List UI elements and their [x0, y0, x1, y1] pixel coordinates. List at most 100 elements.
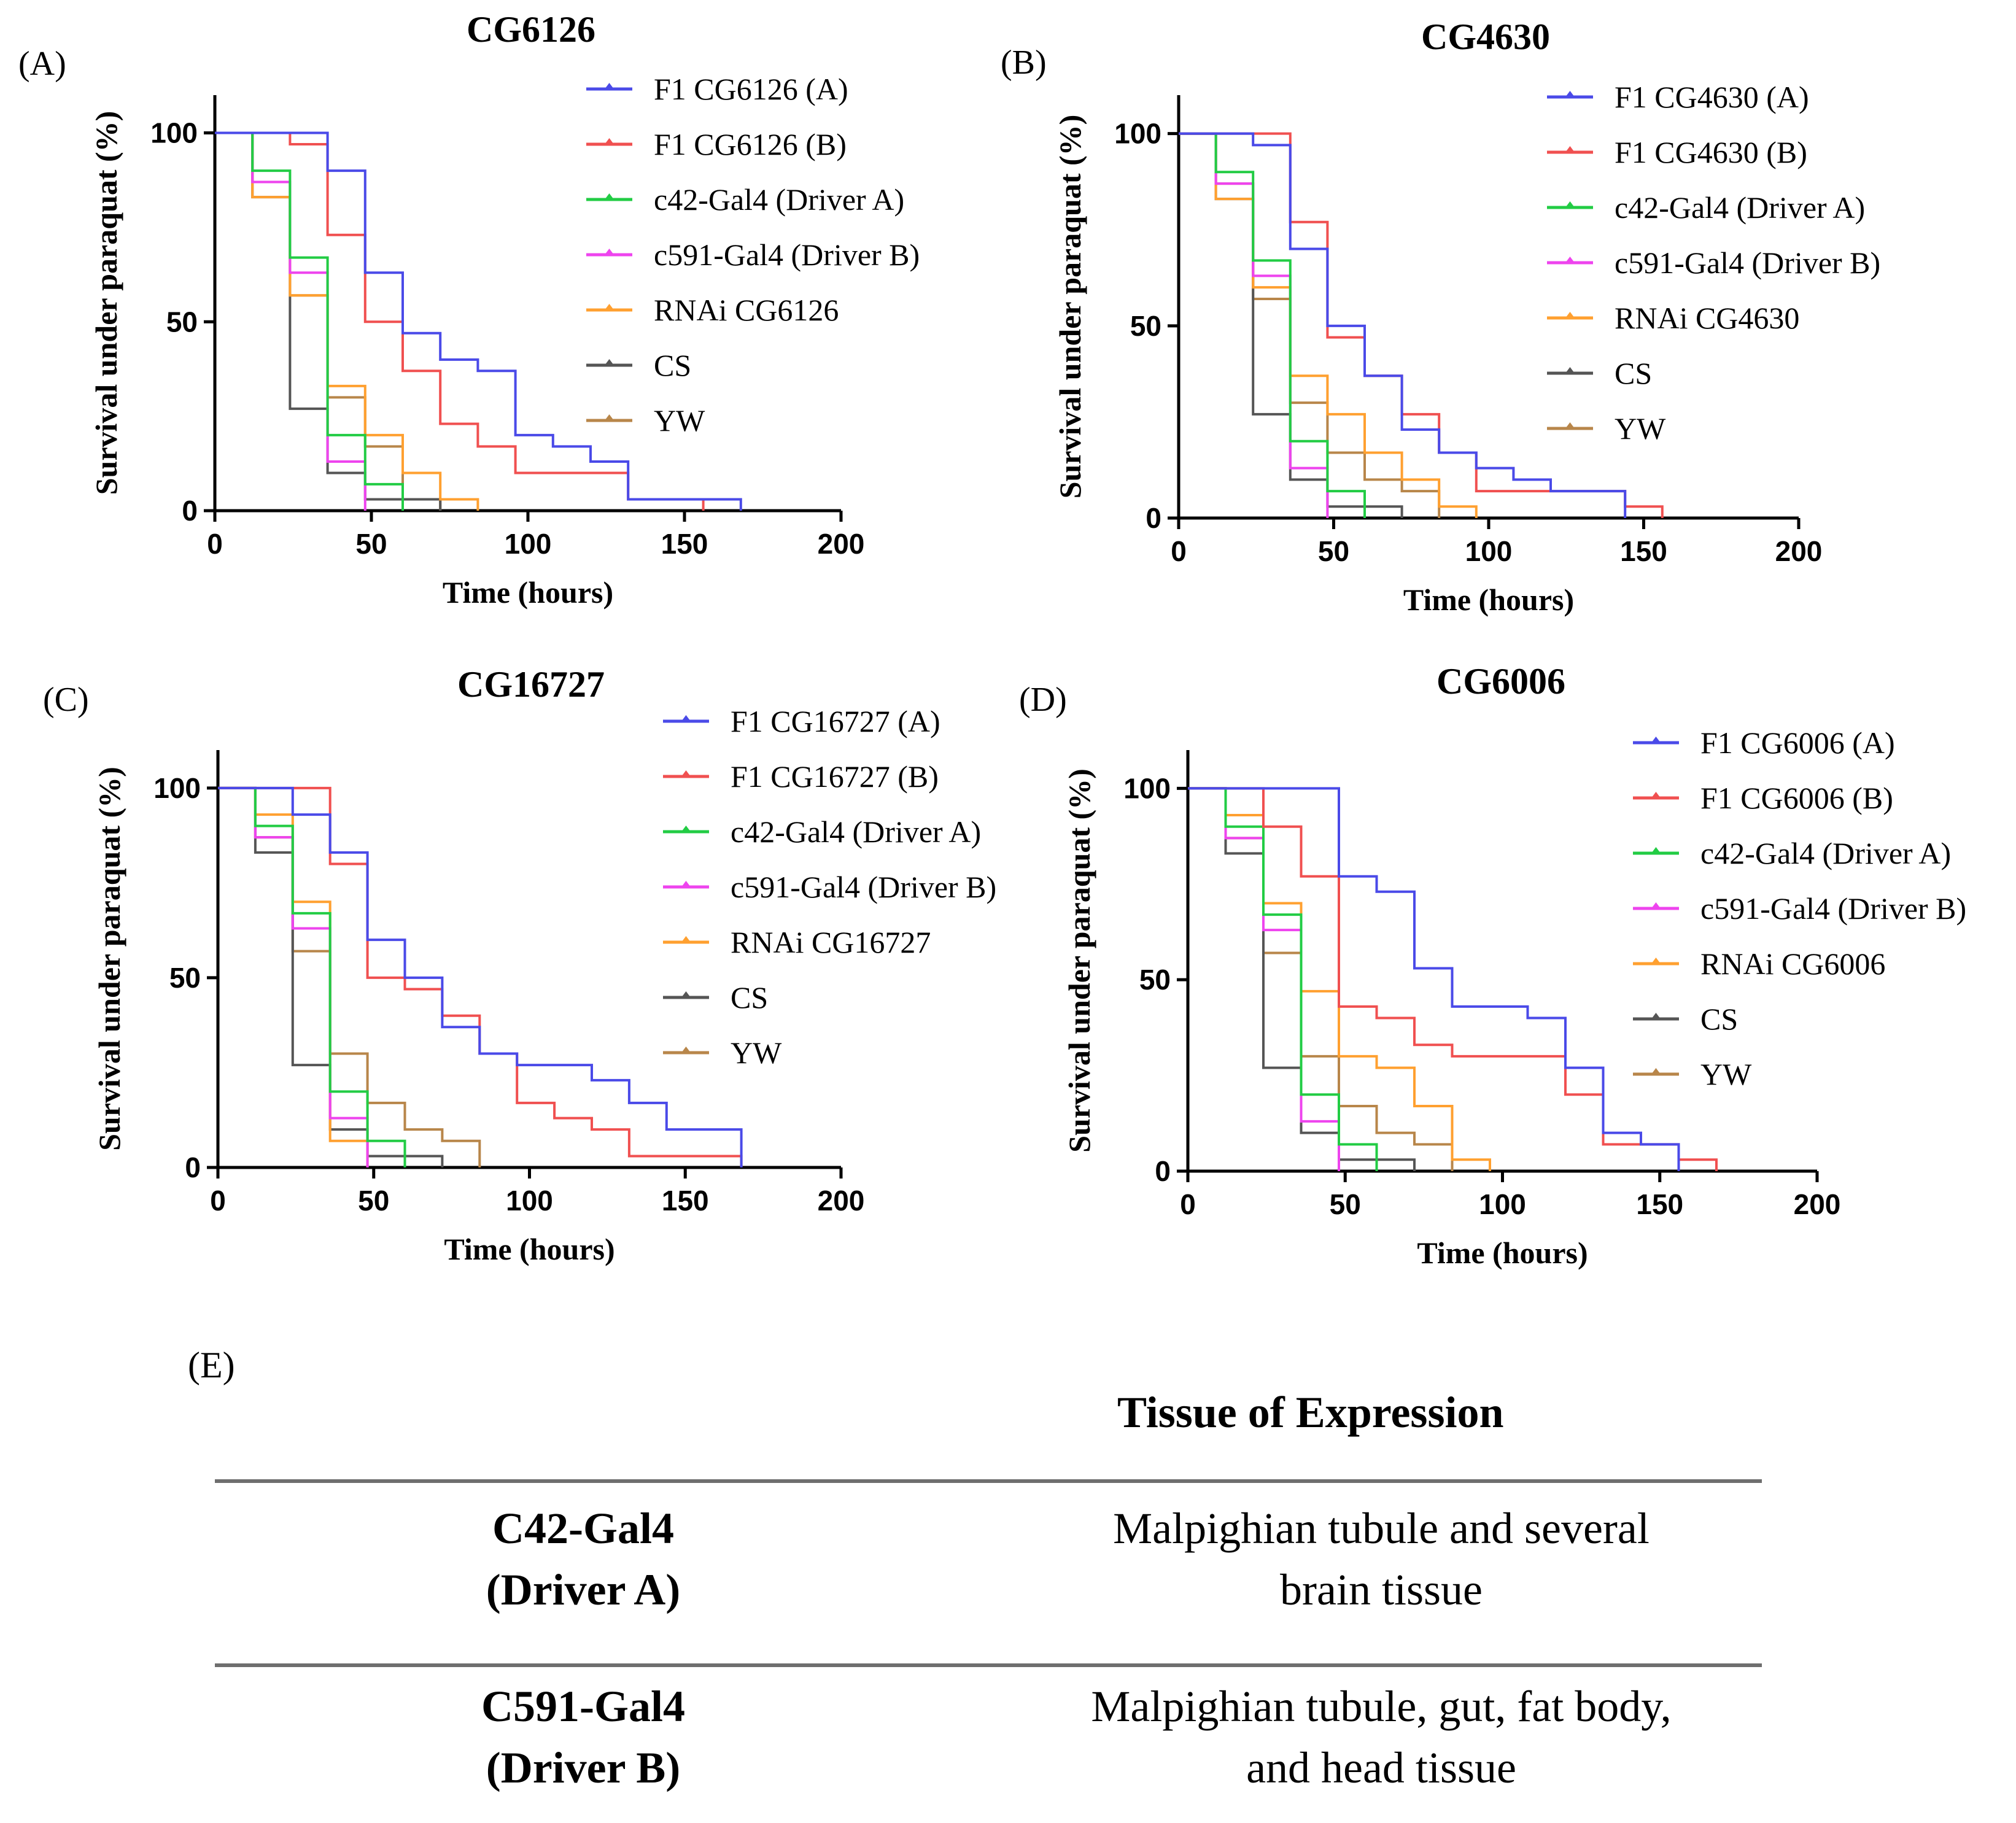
series-line: [218, 786, 743, 1167]
x-axis-label: Time (hours): [444, 1232, 614, 1266]
y-tick-label: 100: [1123, 772, 1171, 804]
legend-label: YW: [1615, 411, 1666, 446]
y-tick-label: 50: [1130, 310, 1161, 342]
legend-marker: [681, 881, 691, 887]
legend-marker: [605, 193, 614, 199]
legend-label: F1 CG6006 (A): [1700, 726, 1895, 760]
legend-label: F1 CG16727 (A): [731, 704, 940, 738]
legend-label: F1 CG4630 (B): [1615, 135, 1807, 169]
x-tick-label: 200: [818, 1185, 865, 1217]
legend-label: CS: [654, 348, 691, 382]
legend-label: c42-Gal4 (Driver A): [1700, 836, 1951, 870]
legend-marker: [681, 826, 691, 832]
series-line: [215, 131, 479, 511]
x-tick-label: 200: [1775, 535, 1823, 567]
series-line: [215, 131, 742, 511]
legend-label: RNAi CG4630: [1615, 301, 1799, 335]
table-row: C591-Gal4 (Driver B) Malpighian tubule, …: [215, 1670, 1762, 1823]
panel-letter: (C): [43, 681, 89, 719]
series-line: [1188, 787, 1378, 1171]
legend-marker: [1651, 1013, 1661, 1019]
x-tick-label: 50: [358, 1185, 389, 1217]
driver-name: C42-Gal4: [492, 1504, 674, 1553]
driver-name: C591-Gal4: [481, 1682, 685, 1731]
legend-label: c591-Gal4 (Driver B): [731, 870, 996, 904]
x-axis-label: Time (hours): [443, 575, 613, 610]
series-line: [215, 131, 705, 511]
legend-marker: [1565, 91, 1575, 97]
y-tick-label: 100: [1114, 118, 1161, 150]
tissue-text: and head tissue: [1246, 1743, 1516, 1792]
legend-label: RNAi CG16727: [731, 925, 931, 959]
legend-label: c591-Gal4 (Driver B): [654, 238, 920, 272]
panel-letter: (B): [1001, 44, 1047, 82]
series-line: [1188, 787, 1680, 1171]
tissue-text: brain tissue: [1280, 1565, 1483, 1614]
legend-marker: [1651, 958, 1661, 964]
legend-marker: [605, 304, 614, 310]
legend-label: RNAi CG6126: [654, 293, 839, 327]
y-tick-label: 50: [1139, 964, 1171, 996]
legend-label: RNAi CG6006: [1700, 946, 1885, 981]
x-axis-label: Time (hours): [1417, 1236, 1588, 1270]
x-tick-label: 150: [661, 528, 708, 560]
legend-marker: [681, 1047, 691, 1053]
x-tick-label: 150: [1620, 535, 1667, 567]
legend-marker: [681, 770, 691, 776]
x-tick-label: 100: [1479, 1188, 1526, 1220]
legend-label: F1 CG16727 (B): [731, 759, 939, 794]
x-tick-label: 100: [1465, 535, 1513, 567]
x-tick-label: 100: [506, 1185, 553, 1217]
legend-label: c591-Gal4 (Driver B): [1615, 246, 1880, 280]
legend-marker: [1651, 792, 1661, 798]
series-line: [1179, 132, 1366, 518]
panel-letter: (A): [18, 45, 66, 83]
chart-title: CG6006: [1436, 661, 1565, 702]
legend-label: CS: [731, 980, 768, 1015]
x-tick-label: 200: [1794, 1188, 1841, 1220]
x-tick-label: 100: [505, 528, 552, 560]
legend-marker: [681, 991, 691, 997]
y-tick-label: 100: [150, 117, 198, 149]
legend-marker: [1651, 847, 1661, 853]
table-rule-middle: [215, 1663, 1762, 1667]
legend-marker: [1565, 146, 1575, 152]
y-tick-label: 0: [1146, 502, 1161, 534]
y-tick-label: 0: [185, 1151, 201, 1183]
x-axis-label: Time (hours): [1403, 583, 1574, 617]
y-axis-label: Survival under paraquat (%): [89, 111, 123, 495]
legend-label: F1 CG6006 (B): [1700, 781, 1893, 815]
legend-marker: [605, 249, 614, 255]
x-tick-label: 200: [818, 528, 865, 560]
legend-label: F1 CG6126 (B): [654, 127, 847, 161]
y-axis-label: Survival under paraquat (%): [92, 767, 126, 1151]
y-tick-label: 100: [153, 772, 201, 804]
x-tick-label: 0: [207, 528, 223, 560]
driver-label: (Driver A): [486, 1565, 681, 1614]
y-tick-label: 0: [182, 495, 198, 527]
series-line: [1179, 132, 1441, 518]
x-tick-label: 150: [662, 1185, 709, 1217]
legend-marker: [1651, 1068, 1661, 1074]
series-line: [1179, 132, 1627, 518]
chart-panel: CG4630 (B) 0 50 100 150 200 0 50 100 Time (hours) S…: [1001, 17, 1880, 617]
legend-label: F1 CG4630 (A): [1615, 80, 1809, 114]
tissue-text: Malpighian tubule, gut, fat body,: [1091, 1682, 1672, 1731]
legend-label: c42-Gal4 (Driver A): [731, 815, 981, 849]
panel-letter: (D): [1019, 681, 1067, 719]
chart-panel: CG6006 (D) 0 50 100 150 200 0 50 100 Time (hours) S…: [1019, 661, 1966, 1270]
legend-label: YW: [654, 403, 705, 438]
chart-panel: CG16727 (C) 0 50 100 150 200 0 50 100 Time (hours)…: [43, 664, 996, 1266]
legend-marker: [605, 138, 614, 144]
x-tick-label: 150: [1636, 1188, 1683, 1220]
legend-label: c42-Gal4 (Driver A): [654, 182, 904, 217]
legend-marker: [1651, 737, 1661, 743]
x-tick-label: 50: [1330, 1188, 1361, 1220]
table-rule-top: [215, 1479, 1762, 1483]
legend-marker: [1565, 312, 1575, 318]
legend-label: YW: [1700, 1057, 1752, 1091]
series-line: [218, 786, 743, 1167]
chart-panel: CG6126 (A) 0 50 100 150 200 0 50 100 Time (hours) S…: [18, 9, 920, 610]
table-header: Tissue of Expression: [1117, 1388, 1504, 1437]
